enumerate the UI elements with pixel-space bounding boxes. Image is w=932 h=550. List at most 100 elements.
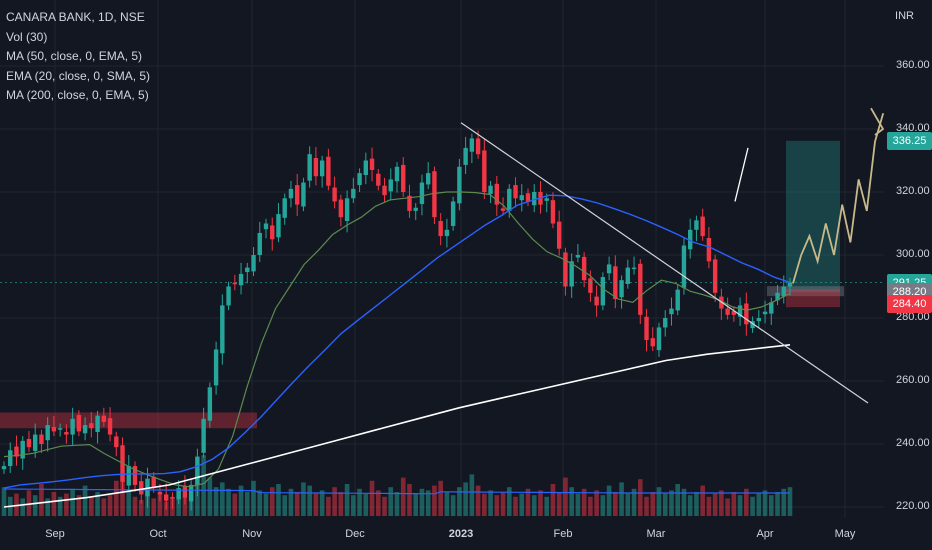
downtrend-line[interactable] <box>460 122 869 404</box>
candle-body <box>39 434 44 444</box>
ma200-line <box>3 344 791 508</box>
candle-body <box>756 318 762 322</box>
volume-bar <box>76 495 82 516</box>
long-position-entry[interactable] <box>767 286 844 297</box>
resistance-zone[interactable] <box>0 412 257 429</box>
volume-bar <box>207 477 213 516</box>
candle-body <box>376 173 381 186</box>
volume-bar <box>232 493 238 516</box>
volume-bar <box>756 493 762 516</box>
candle-body <box>251 255 256 272</box>
volume-bar <box>151 498 157 516</box>
candle-body <box>463 147 468 165</box>
candle-body <box>276 214 281 238</box>
long-position-stop[interactable] <box>786 289 840 308</box>
volume-bar <box>157 493 163 516</box>
symbol-title[interactable]: CANARA BANK, 1D, NSE <box>6 10 145 24</box>
annotation-stroke[interactable] <box>734 147 749 202</box>
candle-body <box>694 220 699 230</box>
x-tick-label: May <box>834 528 856 540</box>
ema20-line <box>3 191 791 488</box>
candle-body <box>513 185 518 199</box>
candle-body <box>70 418 75 435</box>
drawings[interactable] <box>0 107 885 404</box>
candle-body <box>556 221 562 249</box>
candle-body <box>450 201 456 227</box>
indicator-ma200[interactable]: MA (200, close, 0, EMA, 5) <box>6 88 149 102</box>
indicator-ema20[interactable]: EMA (20, close, 0, SMA, 5) <box>6 68 151 83</box>
indicator-ma50[interactable]: MA (50, close, 0, EMA, 5) <box>6 49 143 63</box>
candle-body <box>631 267 637 270</box>
candle-body <box>301 182 306 207</box>
candle-body <box>176 488 181 500</box>
volume-bar <box>107 495 113 516</box>
volume-bar <box>64 493 69 516</box>
volume-bar <box>257 490 263 516</box>
volume-bar <box>525 488 531 516</box>
volume-bar <box>413 493 419 516</box>
volume-bar <box>787 487 793 516</box>
volume-bar <box>51 492 57 516</box>
candle-body <box>588 278 593 293</box>
volume-bar <box>251 480 256 516</box>
candle-body <box>182 486 188 498</box>
candle-body <box>525 193 531 202</box>
volume-bar <box>82 485 88 516</box>
volume-bar <box>488 490 493 516</box>
volume-bar <box>70 488 75 516</box>
candle-body <box>669 308 674 315</box>
volume-bar <box>469 474 475 516</box>
indicator-lines <box>3 191 791 508</box>
candle-body <box>594 296 599 306</box>
candlesticks <box>1 130 793 511</box>
candle-body <box>737 305 743 317</box>
volume-bar <box>544 496 550 516</box>
candle-body <box>14 446 19 457</box>
candle-body <box>394 166 400 182</box>
y-tick-label: 220.00 <box>896 500 930 512</box>
candle-body <box>294 185 300 205</box>
y-tick-label: 240.00 <box>896 437 930 449</box>
candle-body <box>563 252 568 287</box>
volume-bar <box>20 498 26 516</box>
volume-bar <box>313 493 319 516</box>
candle-body <box>457 166 462 204</box>
volume-bar <box>307 485 312 516</box>
volume-bar <box>282 495 288 516</box>
volume-bar <box>575 493 581 516</box>
currency-label[interactable]: INR <box>895 10 914 22</box>
drawing-zones[interactable] <box>0 140 844 429</box>
candle-body <box>232 282 238 285</box>
candle-body <box>444 229 450 237</box>
candle-body <box>89 423 94 429</box>
volume-bar <box>463 482 468 516</box>
volume-bar <box>363 493 369 516</box>
volume-bar <box>500 492 506 516</box>
y-tick-label: 320.00 <box>896 185 930 197</box>
volume-bar <box>700 485 705 516</box>
x-tick-label: 2023 <box>448 528 474 540</box>
projection-path[interactable] <box>792 113 885 284</box>
volume-bar <box>438 480 443 516</box>
candle-body <box>544 198 549 201</box>
volume-bar <box>269 487 275 516</box>
volume-bar <box>531 495 537 516</box>
candle-body <box>82 425 88 434</box>
volume-bar <box>550 484 556 516</box>
volume-bar <box>556 492 562 516</box>
projection-arrowhead[interactable] <box>870 107 885 136</box>
candle-body <box>388 179 393 192</box>
candle-body <box>638 263 643 315</box>
x-tick-label: Apr <box>756 528 774 540</box>
candle-body <box>438 220 443 237</box>
candle-body <box>32 434 38 451</box>
candle-body <box>107 418 113 435</box>
volume-bar <box>39 484 44 516</box>
indicator-volume[interactable]: Vol (30) <box>6 29 48 44</box>
volume-bar <box>600 495 606 516</box>
candle-body <box>769 302 774 314</box>
long-position-target[interactable] <box>786 140 840 293</box>
candle-body <box>226 286 231 306</box>
volume-bar <box>506 487 512 516</box>
